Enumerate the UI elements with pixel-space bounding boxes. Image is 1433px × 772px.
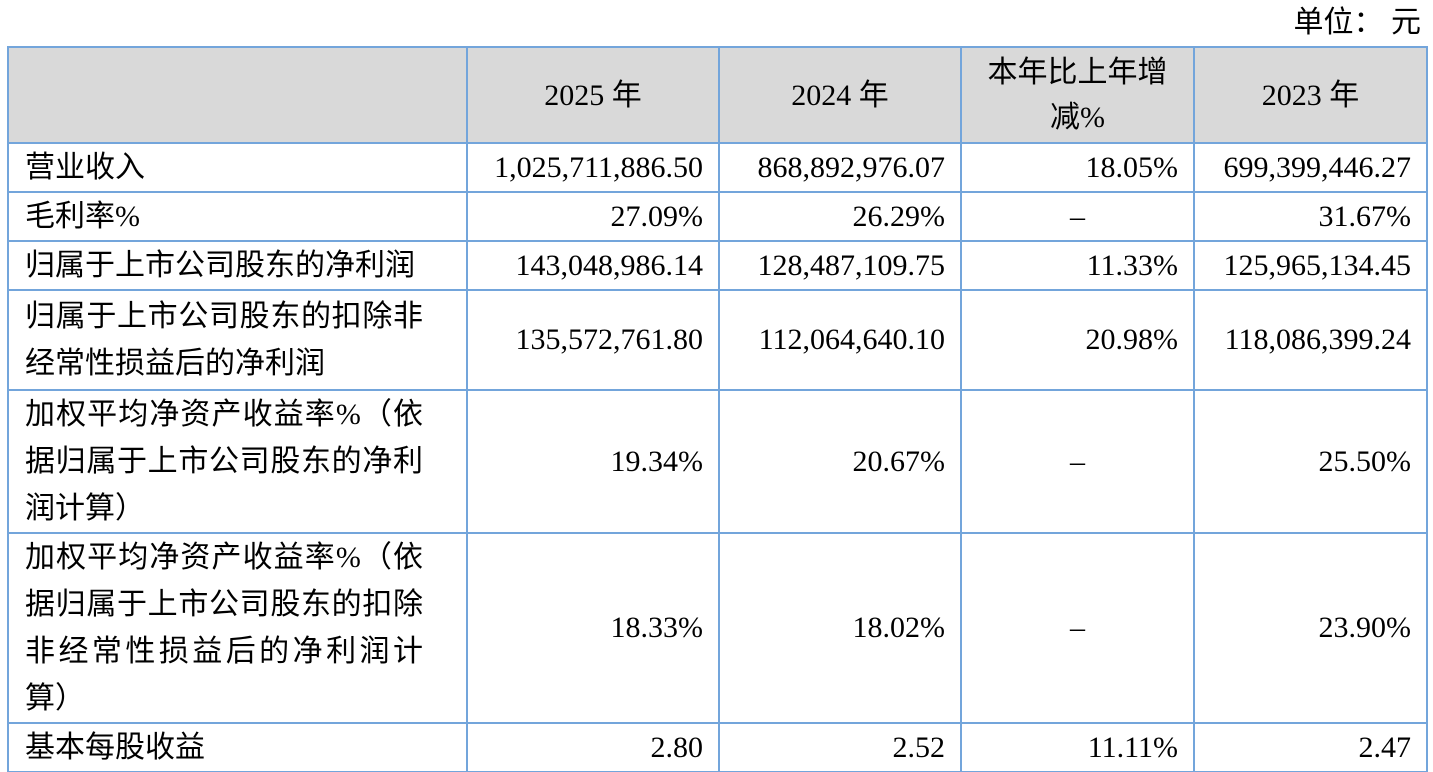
cell-2023-value: 2.47 <box>1193 722 1428 772</box>
table-row-net-profit-deducted: 归属于上市公司股东的扣除非经常性损益后的净利润 135,572,761.80 1… <box>7 289 1428 391</box>
row-label: 营业收入 <box>7 142 468 193</box>
cell-2023-value: 125,965,134.45 <box>1193 240 1428 291</box>
header-blank-cell <box>7 46 468 144</box>
cell-2024-value: 2.52 <box>718 722 962 772</box>
row-label: 毛利率% <box>7 191 468 242</box>
table-row-revenue: 营业收入 1,025,711,886.50 868,892,976.07 18.… <box>7 142 1428 193</box>
cell-change-value: 11.11% <box>960 722 1195 772</box>
header-year-2023: 2023 年 <box>1193 46 1428 144</box>
table-row-gross-margin: 毛利率% 27.09% 26.29% – 31.67% <box>7 191 1428 242</box>
header-year-2025: 2025 年 <box>466 46 720 144</box>
cell-change-value: – <box>960 532 1195 724</box>
cell-change-value: 18.05% <box>960 142 1195 193</box>
row-label: 归属于上市公司股东的扣除非经常性损益后的净利润 <box>7 289 468 391</box>
cell-2024-value: 18.02% <box>718 532 962 724</box>
cell-2025-value: 27.09% <box>466 191 720 242</box>
cell-2025-value: 1,025,711,886.50 <box>466 142 720 193</box>
table-row-roe: 加权平均净资产收益率%（依据归属于上市公司股东的净利润计算） 19.34% 20… <box>7 389 1428 534</box>
cell-2025-value: 19.34% <box>466 389 720 534</box>
row-label: 基本每股收益 <box>7 722 468 772</box>
cell-change-value: 11.33% <box>960 240 1195 291</box>
cell-2024-value: 112,064,640.10 <box>718 289 962 391</box>
header-year-2024: 2024 年 <box>718 46 962 144</box>
cell-change-value: – <box>960 389 1195 534</box>
cell-2025-value: 143,048,986.14 <box>466 240 720 291</box>
row-label: 加权平均净资产收益率%（依据归属于上市公司股东的扣除非经常性损益后的净利润计算） <box>7 532 468 724</box>
cell-2024-value: 26.29% <box>718 191 962 242</box>
table-row-net-profit: 归属于上市公司股东的净利润 143,048,986.14 128,487,109… <box>7 240 1428 291</box>
cell-2024-value: 868,892,976.07 <box>718 142 962 193</box>
cell-2025-value: 2.80 <box>466 722 720 772</box>
cell-2025-value: 18.33% <box>466 532 720 724</box>
table-header-row: 2025 年 2024 年 本年比上年增减% 2023 年 <box>7 46 1428 144</box>
row-label: 归属于上市公司股东的净利润 <box>7 240 468 291</box>
cell-2024-value: 20.67% <box>718 389 962 534</box>
table-row-roe-deducted: 加权平均净资产收益率%（依据归属于上市公司股东的扣除非经常性损益后的净利润计算）… <box>7 532 1428 724</box>
unit-label: 单位： 元 <box>1293 6 1422 39</box>
cell-2023-value: 31.67% <box>1193 191 1428 242</box>
header-yoy-change: 本年比上年增减% <box>960 46 1195 144</box>
cell-2023-value: 699,399,446.27 <box>1193 142 1428 193</box>
cell-2023-value: 25.50% <box>1193 389 1428 534</box>
cell-change-value: 20.98% <box>960 289 1195 391</box>
row-label: 加权平均净资产收益率%（依据归属于上市公司股东的净利润计算） <box>7 389 468 534</box>
table-row-eps: 基本每股收益 2.80 2.52 11.11% 2.47 <box>7 722 1428 772</box>
cell-2025-value: 135,572,761.80 <box>466 289 720 391</box>
cell-2023-value: 118,086,399.24 <box>1193 289 1428 391</box>
cell-change-value: – <box>960 191 1195 242</box>
financial-summary-table: 2025 年 2024 年 本年比上年增减% 2023 年 营业收入 1,025… <box>7 46 1428 772</box>
cell-2024-value: 128,487,109.75 <box>718 240 962 291</box>
cell-2023-value: 23.90% <box>1193 532 1428 724</box>
